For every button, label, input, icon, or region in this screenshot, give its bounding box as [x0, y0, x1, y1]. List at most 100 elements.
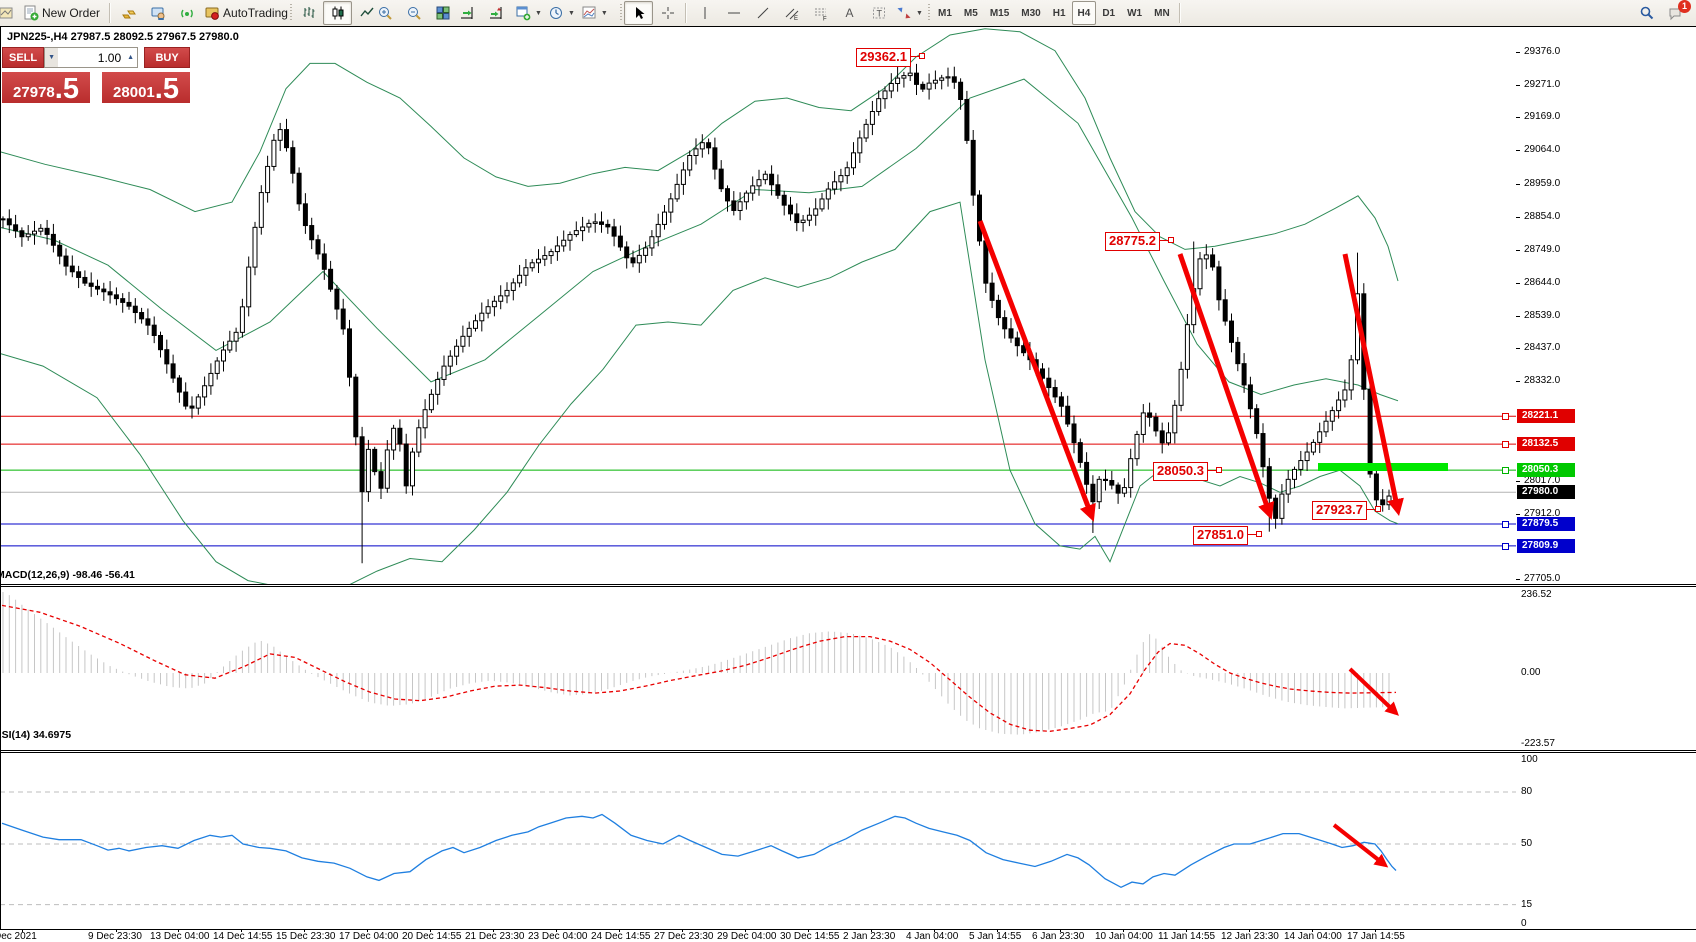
notifications-button[interactable]: 1: [1661, 0, 1691, 25]
rsi-indicator-label: RSI(14) 34.6975: [0, 729, 72, 741]
line-anchor[interactable]: [1502, 542, 1509, 550]
toolbar-group-left: New Order AutoTrading: [0, 1, 294, 25]
new-order-button[interactable]: New Order: [20, 1, 106, 25]
time-tick-mark: [178, 929, 179, 932]
text-label-icon[interactable]: T: [864, 1, 893, 25]
time-tick-mark: [745, 929, 746, 932]
timeframe-button-mn[interactable]: MN: [1154, 7, 1170, 19]
rsi-arrow[interactable]: [1332, 823, 1389, 868]
sell-price-box[interactable]: 27978.5: [2, 72, 90, 104]
tile-windows-icon[interactable]: [428, 1, 457, 25]
price-chart[interactable]: [0, 27, 1516, 584]
volume-increase-button[interactable]: ▲: [124, 48, 138, 67]
price-tick-mark: [1516, 183, 1520, 185]
time-axis-label: 27 Dec 23:30: [654, 931, 714, 942]
buy-price-box[interactable]: 28001.5: [102, 72, 190, 105]
rsi-pane[interactable]: [0, 753, 1516, 929]
timeframe-button-m30[interactable]: M30: [1021, 7, 1041, 19]
fibonacci-icon[interactable]: F: [806, 1, 835, 25]
line-anchor[interactable]: [1502, 520, 1509, 528]
timeframe-button-m1[interactable]: M1: [938, 7, 952, 19]
periods-clock-icon[interactable]: ▼: [545, 1, 578, 25]
line-chart-icon[interactable]: [352, 1, 381, 25]
price-callout[interactable]: 27851.0: [1193, 526, 1262, 545]
line-anchor[interactable]: [1502, 413, 1509, 421]
current-price-label: 27980.0: [1517, 485, 1575, 500]
drag-handle[interactable]: [290, 4, 292, 22]
time-axis-label: 24 Dec 14:55: [591, 931, 651, 942]
price-tick-label: 29064.0: [1524, 144, 1561, 156]
separator: [1178, 3, 1181, 23]
price-callout[interactable]: 28775.2: [1105, 232, 1174, 251]
line-anchor[interactable]: [1502, 441, 1509, 449]
line-anchor[interactable]: [1502, 467, 1509, 475]
drag-handle[interactable]: [620, 4, 622, 22]
new-chart-icon[interactable]: ▼: [512, 1, 545, 25]
price-tick-label: 28017.0: [1524, 474, 1561, 486]
volume-decrease-button[interactable]: ▼: [45, 48, 59, 67]
trend-arrow[interactable]: [1342, 253, 1404, 516]
toolbar-group-drawing: E F A T ▼: [618, 1, 926, 25]
time-tick-mark: [808, 929, 809, 932]
fibonacci-letter: F: [823, 17, 827, 22]
client-terminal-icon[interactable]: [143, 1, 172, 25]
cut-chart-icon[interactable]: [0, 1, 20, 25]
autotrading-button[interactable]: AutoTrading: [201, 1, 294, 25]
price-callout[interactable]: 29362.1: [856, 48, 925, 67]
price-tick-label: 28854.0: [1524, 210, 1561, 222]
bar-chart-icon[interactable]: [294, 1, 323, 25]
price-tick-mark: [1516, 513, 1520, 515]
timeframe-button-m15[interactable]: M15: [989, 7, 1010, 19]
timeframe-button-m5[interactable]: M5: [963, 7, 978, 19]
timeframe-button-h1[interactable]: H1: [1052, 7, 1066, 19]
zoom-out-icon[interactable]: [399, 1, 428, 25]
macd-pane[interactable]: [0, 588, 1516, 750]
zoom-in-icon[interactable]: [370, 1, 399, 25]
volume-input[interactable]: [58, 48, 125, 67]
callout-leader: [1159, 240, 1168, 241]
macd-arrow[interactable]: [1348, 667, 1399, 716]
buy-price: 28001: [113, 84, 155, 101]
trend-arrow[interactable]: [1177, 253, 1275, 520]
highlight-trend-segment[interactable]: [1318, 463, 1448, 471]
arrows-tool-icon[interactable]: ▼: [893, 1, 926, 25]
price-tick-mark: [1516, 282, 1520, 284]
chart-shift-icon[interactable]: [481, 1, 510, 25]
auto-scroll-icon[interactable]: [452, 1, 481, 25]
time-axis-label: 20 Dec 14:55: [402, 931, 462, 942]
candlestick-chart-icon[interactable]: [323, 1, 352, 25]
price-line-label: 28050.3: [1517, 463, 1575, 478]
price-tick-mark: [1516, 348, 1520, 350]
text-icon[interactable]: A: [835, 1, 864, 25]
buy-button[interactable]: BUY: [144, 47, 190, 68]
horizontal-line-icon[interactable]: [719, 1, 748, 25]
search-icon[interactable]: [1632, 1, 1661, 25]
drag-handle[interactable]: [928, 4, 930, 22]
price-callout[interactable]: 28050.3: [1153, 462, 1222, 481]
timeframe-button-w1[interactable]: W1: [1127, 7, 1143, 19]
time-axis-label: 4 Jan 04:00: [906, 931, 959, 942]
time-tick-mark: [619, 929, 620, 932]
rsi-tick-label: 50: [1521, 838, 1533, 849]
time-axis-label: 14 Dec 14:55: [213, 931, 273, 942]
price-tick-label: 28539.0: [1524, 309, 1561, 321]
buy-price-frac: .5: [154, 73, 179, 105]
templates-icon[interactable]: ▼: [578, 1, 611, 25]
trend-arrow[interactable]: [977, 220, 1096, 522]
timeframe-button-d1[interactable]: D1: [1102, 7, 1116, 19]
sell-button[interactable]: SELL: [2, 47, 45, 68]
time-tick-mark: [1123, 929, 1124, 932]
channel-icon[interactable]: E: [777, 1, 806, 25]
vertical-line-icon[interactable]: [690, 1, 719, 25]
trendline-icon[interactable]: [748, 1, 777, 25]
price-callout[interactable]: 27923.7: [1312, 501, 1381, 520]
callout-anchor: [1216, 467, 1222, 473]
cursor-icon[interactable]: [624, 1, 653, 25]
gold-bars-icon[interactable]: [114, 1, 143, 25]
timeframe-button-h4[interactable]: H4: [1071, 1, 1097, 25]
signal-icon[interactable]: [172, 1, 201, 25]
time-tick-mark: [22, 929, 23, 932]
crosshair-icon[interactable]: [653, 1, 682, 25]
time-tick-mark: [493, 929, 494, 932]
callout-anchor: [1256, 531, 1262, 537]
